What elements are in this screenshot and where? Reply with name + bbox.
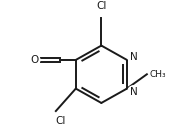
- Text: O: O: [31, 55, 39, 65]
- Circle shape: [128, 86, 140, 98]
- Circle shape: [128, 51, 140, 63]
- Circle shape: [30, 55, 40, 65]
- Text: N: N: [130, 87, 138, 97]
- Text: Cl: Cl: [55, 116, 65, 126]
- Text: CH₃: CH₃: [149, 70, 166, 79]
- Text: N: N: [130, 52, 138, 62]
- Text: Cl: Cl: [96, 1, 107, 11]
